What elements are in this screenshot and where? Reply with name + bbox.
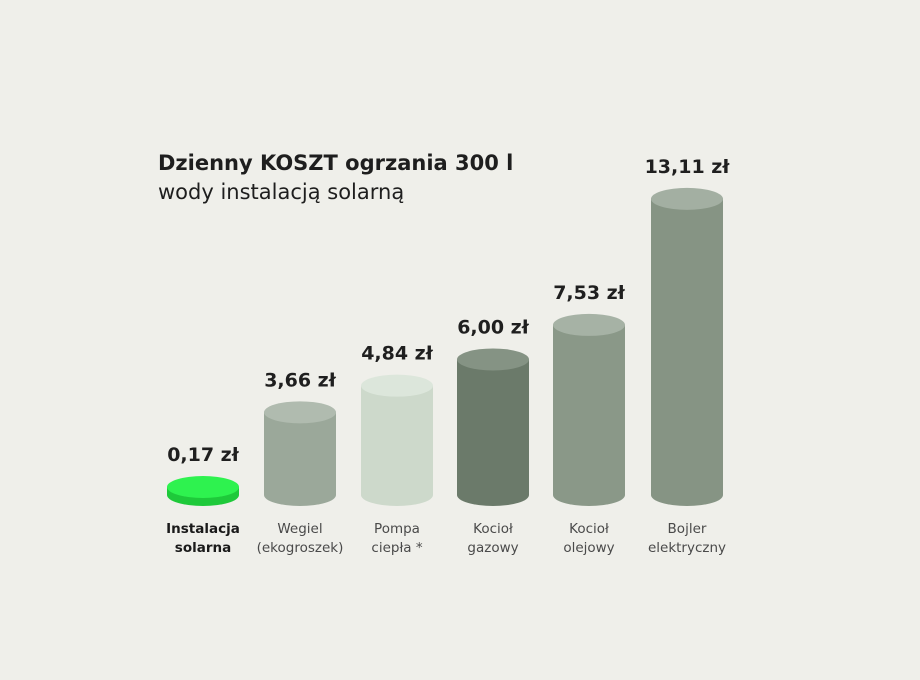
bar-top-0 (167, 476, 239, 498)
category-label-1-line-1: (ekogroszek) (257, 540, 344, 556)
bar-top-2 (361, 374, 433, 397)
bar-body-1 (264, 412, 336, 506)
value-label-5: 13,11 zł (645, 156, 731, 178)
bar-body-3 (457, 359, 529, 506)
bar-body-5 (651, 198, 723, 507)
category-label-2-line-1: ciepła * (371, 540, 422, 556)
value-label-4: 7,53 zł (553, 282, 626, 304)
chart-title-line1: Dzienny KOSZT ogrzania 300 l (158, 151, 513, 175)
bar-body-4 (553, 324, 625, 506)
category-label-4-line-0: Kocioł (569, 521, 609, 537)
value-label-2: 4,84 zł (361, 343, 434, 365)
bar-4 (553, 313, 625, 506)
bar-top-3 (457, 348, 529, 371)
chart-title-line2: wody instalacją solarną (158, 180, 404, 204)
category-label-0-line-0: Instalacja (166, 521, 240, 537)
bar-1 (264, 401, 336, 506)
bars-group: 0,17 zł Instalacja solarna 3,66 zł Wegiel (ek… (166, 156, 730, 556)
bar-2 (361, 374, 433, 506)
bar-body-2 (361, 385, 433, 506)
category-label-3-line-1: gazowy (467, 540, 518, 556)
category-label-3-line-0: Kocioł (473, 521, 513, 537)
bar-3 (457, 348, 529, 506)
category-label-4-line-1: olejowy (563, 540, 614, 556)
bar-top-5 (651, 187, 723, 210)
bar-top-4 (553, 313, 625, 336)
category-label-0-line-1: solarna (175, 540, 231, 556)
value-label-0: 0,17 zł (167, 444, 240, 466)
value-label-3: 6,00 zł (457, 316, 530, 338)
value-label-1: 3,66 zł (264, 369, 337, 391)
bar-0 (167, 476, 239, 506)
bar-5 (651, 187, 723, 507)
category-label-1-line-0: Wegiel (277, 521, 322, 537)
category-label-2-line-0: Pompa (374, 521, 420, 537)
bar-top-1 (264, 401, 336, 424)
category-label-5-line-1: elektryczny (648, 540, 726, 556)
category-label-5-line-0: Bojler (668, 521, 707, 537)
